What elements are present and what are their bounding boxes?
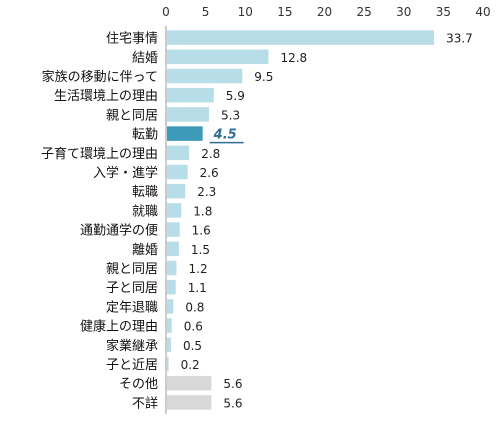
value-label: 5.6 [223,377,242,391]
value-label: 2.8 [201,147,220,161]
bar [167,87,214,103]
category-label: 親と同居 [106,262,158,277]
x-tick-label: 10 [238,5,253,19]
bar [167,375,212,391]
category-label: 子育て環境上の理由 [41,146,158,162]
category-label: 家業継承 [106,338,158,354]
bar [167,107,210,122]
bar [167,222,180,237]
x-tick-label: 40 [475,5,490,19]
category-label: 子と近居 [106,358,158,373]
bar [167,183,186,199]
bar [167,49,269,65]
category-label: 結婚 [132,51,158,66]
value-label: 0.8 [185,300,204,314]
category-label: 親と同居 [106,108,158,123]
value-label: 2.3 [197,185,216,199]
category-label: 転職 [132,185,158,200]
bar [167,241,179,257]
value-label: 0.6 [184,320,203,334]
category-label: 入学・進学 [93,165,158,181]
value-label: 5.9 [226,89,245,103]
category-label: 子と同居 [106,281,158,296]
bar [167,279,176,295]
value-label: 5.3 [221,108,240,122]
x-tick-label: 35 [436,5,451,19]
x-tick-label: 5 [202,5,210,19]
x-tick-label: 30 [396,5,411,19]
value-label: 1.8 [193,204,212,218]
category-label: 離婚 [132,243,158,258]
value-label: 0.5 [183,339,202,353]
category-label: 住宅事情 [106,32,158,47]
x-tick-label: 25 [356,5,371,19]
category-label: 定年退職 [106,300,158,315]
category-label: 不詳 [132,395,158,411]
category-label: 健康上の理由 [80,319,158,335]
bar [167,203,182,218]
x-tick-label: 0 [162,5,170,19]
value-label: 0.2 [181,358,200,372]
category-label: 就職 [132,204,158,219]
value-label: 4.5 [213,128,237,143]
value-label: 1.2 [189,262,208,276]
value-label: 1.6 [192,224,211,238]
value-label: 1.1 [188,281,207,295]
bar [167,30,435,45]
bar [167,356,169,372]
value-label: 1.5 [191,243,210,257]
bar [167,337,171,353]
bar [167,145,190,161]
value-label: 12.8 [280,51,307,65]
bar [167,395,212,410]
category-label: 家族の移動に伴って [42,69,158,85]
bar [167,68,243,84]
value-label: 5.6 [223,396,242,410]
value-label: 2.6 [200,166,219,180]
bar [167,260,177,276]
x-tick-label: 20 [317,5,332,19]
bar [167,318,172,333]
value-label: 9.5 [254,70,273,84]
category-label: 生活環境上の理由 [54,89,158,104]
value-label: 33.7 [446,32,473,46]
category-label: 通勤通学の便 [80,223,158,239]
bar [167,299,174,314]
bar [167,164,188,180]
x-tick-label: 15 [277,5,292,19]
category-label: その他 [119,377,158,392]
category-label: 転勤 [132,128,158,143]
bar [167,126,203,141]
